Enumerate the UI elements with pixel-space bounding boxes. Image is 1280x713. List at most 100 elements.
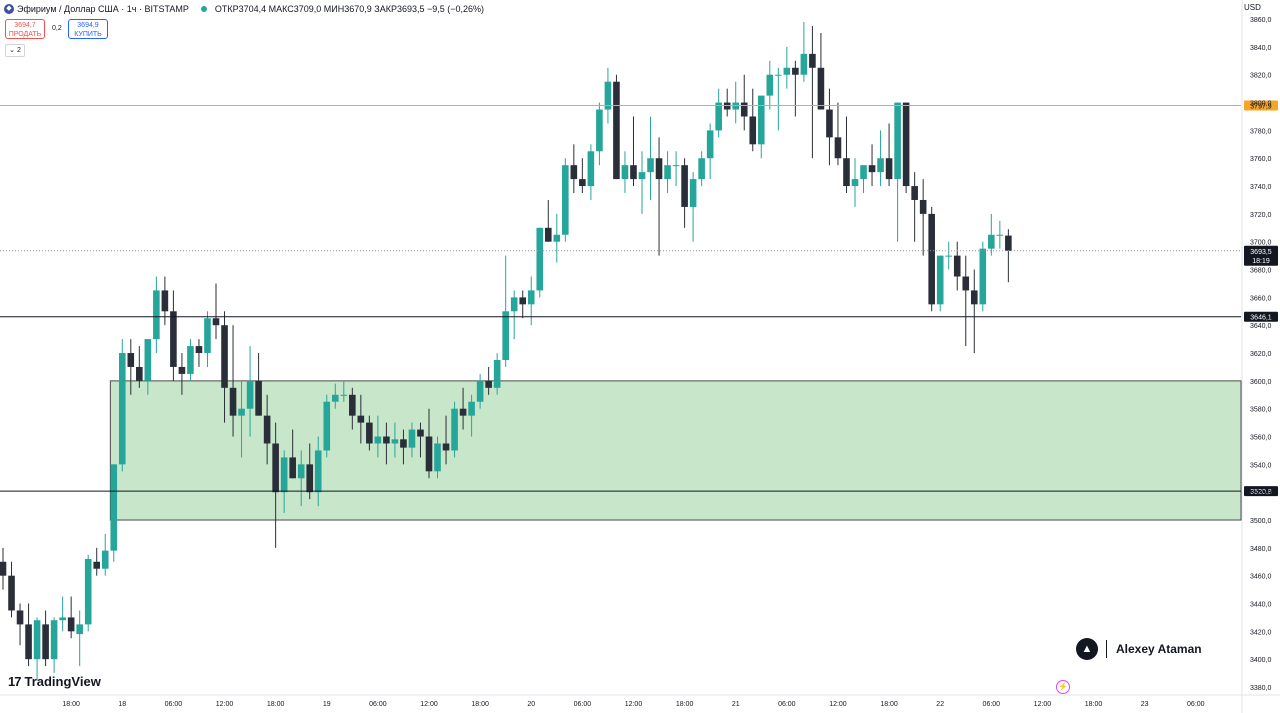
zone-rectangle[interactable] [109, 380, 1242, 521]
time-tick-label: 18:00 [1085, 701, 1103, 708]
level-price-tag [1244, 486, 1278, 497]
candle-body [323, 401, 331, 451]
sell-price: 3694,7 [14, 22, 36, 29]
candle-body [536, 227, 544, 291]
candle-body [400, 439, 407, 448]
spread-value: 0,2 [52, 25, 62, 32]
price-tick-label: 3580,0 [1250, 407, 1272, 414]
candle-body [493, 359, 501, 388]
level-price-tag [1244, 245, 1278, 266]
level-price-label: 3646,1 [1250, 315, 1272, 322]
sell-label: ПРОДАТЬ [8, 31, 42, 38]
tradingview-mark-icon: 17 [8, 674, 22, 689]
price-tick-label: 3600,0 [1250, 379, 1272, 386]
candle-body [144, 339, 152, 381]
time-tick-label: 06:00 [574, 701, 592, 708]
candle-body [434, 443, 441, 472]
candle-body [391, 439, 399, 444]
price-tick-label: 3560,0 [1250, 435, 1272, 442]
level-countdown-label: 18:19 [1252, 258, 1270, 265]
candle-body [885, 158, 893, 180]
candle-body [749, 116, 757, 145]
candle-body [50, 620, 58, 660]
candle-body [638, 172, 646, 180]
candle-body [647, 158, 654, 173]
candle-body [442, 443, 450, 451]
candle-body [723, 102, 731, 110]
candle-body [800, 53, 808, 75]
candle-body [570, 165, 578, 180]
collapse-indicators-button[interactable]: ⌄ 2 [5, 44, 25, 57]
candle-body [33, 620, 41, 660]
price-axis[interactable]: 3380,0 3400,0 3420,0 3440,0 3460,0 3480,0 3500… [1241, 0, 1272, 713]
candle-body [238, 408, 245, 416]
candle-body [502, 311, 509, 360]
horizontal-lines[interactable]: 3797,9 3693,5 18:19 3646,1 3520,8 [0, 100, 1278, 497]
tradingview-logo[interactable]: 17 TradingView [8, 674, 101, 689]
candle-body [553, 234, 561, 242]
level-price-tag [1244, 100, 1278, 111]
buy-button[interactable]: 3694,9 КУПИТЬ [68, 19, 108, 39]
candle-body [689, 179, 697, 207]
candle-body [775, 74, 782, 76]
candle-body [894, 102, 901, 180]
candle-body [357, 415, 365, 423]
price-tick-label: 3440,0 [1250, 602, 1272, 609]
candle-body [783, 67, 791, 75]
lightning-icon[interactable]: ⚡ [1056, 680, 1070, 694]
price-tick-label: 3720,0 [1250, 212, 1272, 219]
candle-body [996, 234, 1004, 236]
buy-label: КУПИТЬ [74, 31, 102, 38]
candle-body [178, 366, 186, 374]
candle-body [212, 318, 220, 326]
candle-body [153, 290, 160, 340]
candle-body [706, 130, 714, 159]
price-tick-label: 3860,0 [1250, 17, 1272, 24]
level-price-label: 3693,5 [1250, 249, 1272, 256]
candle-body [587, 151, 595, 187]
candle-body [340, 394, 348, 396]
price-tick-label: 3840,0 [1250, 45, 1272, 52]
candle-body [349, 394, 356, 416]
candle-body [67, 617, 75, 632]
candle-body [221, 325, 228, 388]
candle-body [229, 387, 237, 416]
candle-body [366, 422, 373, 444]
candle-body [902, 102, 910, 187]
price-tick-label: 3800,0 [1250, 101, 1272, 108]
candle-body [664, 165, 671, 180]
candle-body [792, 67, 799, 75]
candle-body [59, 617, 66, 621]
tradingview-wordmark: TradingView [24, 674, 101, 689]
level-price-label: 3797,9 [1250, 103, 1272, 110]
candle-body [468, 401, 475, 416]
candle-body [970, 290, 978, 305]
candle-body [766, 74, 774, 96]
green-zone[interactable] [109, 380, 1242, 521]
candle-body [510, 297, 518, 312]
candle-body [297, 464, 305, 479]
candle-body [383, 436, 390, 444]
candle-body [417, 429, 424, 437]
candle-body [451, 408, 458, 451]
candle-body [740, 102, 748, 117]
candle-body [93, 561, 101, 569]
symbol-title[interactable]: Эфириум / Доллар США · 1ч · BITSTAMP [17, 4, 189, 14]
candle-body [314, 450, 322, 493]
time-tick-label: 18 [118, 701, 126, 708]
candle-body [280, 457, 288, 493]
price-tick-label: 3760,0 [1250, 156, 1272, 163]
price-tick-label: 3660,0 [1250, 295, 1272, 302]
candle-body [263, 415, 271, 444]
candle-body [519, 297, 527, 305]
currency-selector[interactable]: USD [1244, 3, 1261, 12]
candle-body [8, 575, 15, 611]
candle-body [843, 158, 850, 187]
price-tick-label: 3500,0 [1250, 518, 1272, 525]
time-axis[interactable]: 0018:001806:0012:0018:001906:0012:0018:0… [0, 694, 1280, 708]
time-tick-label: 12:00 [625, 701, 643, 708]
candle-body [459, 408, 467, 416]
sell-button[interactable]: 3694,7 ПРОДАТЬ [5, 19, 45, 39]
time-tick-label: 12:00 [829, 701, 847, 708]
